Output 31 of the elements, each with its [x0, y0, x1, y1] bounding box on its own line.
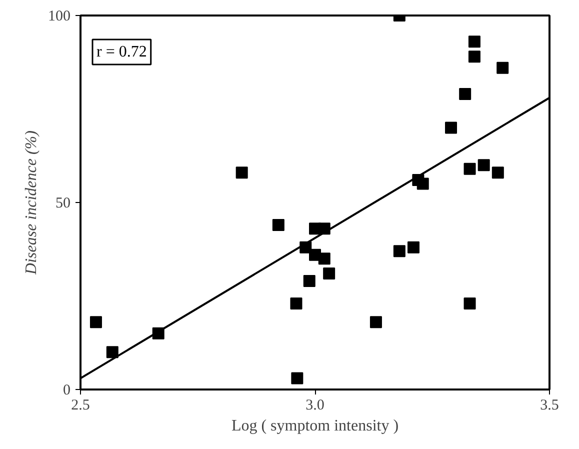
point: [468, 50, 480, 63]
x-tick-label: 3.0: [306, 398, 324, 414]
point: [303, 275, 316, 288]
y-tick-label: 0: [63, 382, 70, 398]
x-axis-title: Log ( symptom intensity ): [231, 418, 399, 434]
point: [290, 297, 302, 310]
point: [468, 36, 480, 48]
point: [496, 62, 509, 74]
point: [464, 297, 476, 310]
point: [272, 218, 284, 231]
point: [291, 372, 304, 384]
point: [459, 88, 472, 100]
point: [407, 241, 420, 254]
point: [416, 178, 429, 190]
y-axis-title: Disease incidence (%): [23, 130, 40, 276]
y-tick-label: 100: [48, 8, 70, 24]
point: [90, 316, 102, 328]
point: [492, 166, 504, 179]
point: [370, 316, 382, 328]
point: [106, 346, 118, 358]
point: [393, 245, 406, 258]
x-tick-label: 2.5: [71, 398, 90, 414]
point: [445, 122, 458, 134]
point: [236, 166, 248, 179]
point: [478, 159, 490, 172]
point: [323, 268, 336, 280]
point: [464, 162, 476, 175]
annotation: r = 0.72: [96, 44, 147, 60]
x-tick-label: 3.5: [540, 398, 559, 414]
point: [318, 252, 330, 265]
y-tick-label: 50: [56, 196, 70, 212]
